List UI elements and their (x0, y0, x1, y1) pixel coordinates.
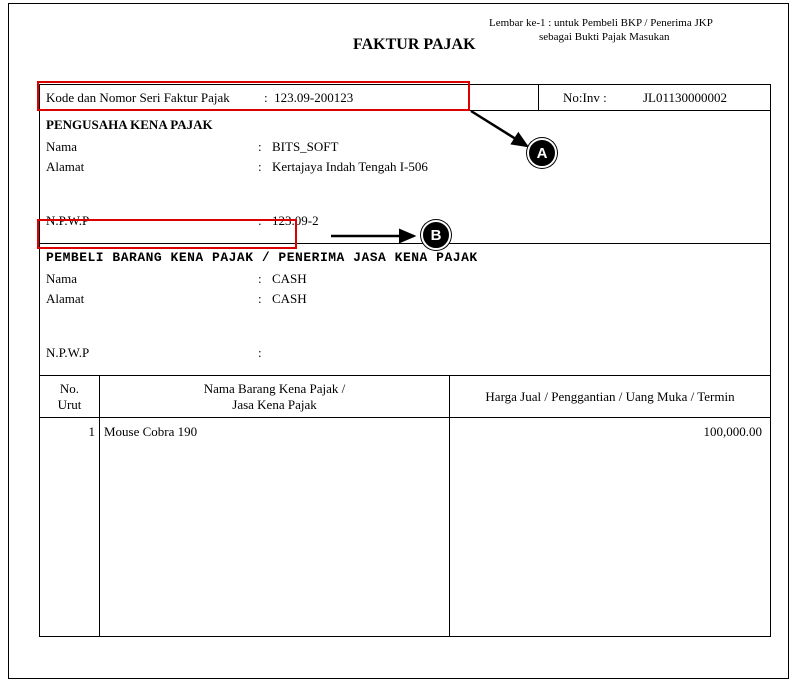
cell-nama: Mouse Cobra 190 (100, 418, 450, 636)
table-body: 1 Mouse Cobra 190 100,000.00 (40, 418, 770, 636)
pembeli-alamat-value: CASH (272, 291, 307, 307)
annotation-badge-a: A (527, 138, 557, 168)
pembeli-npwp-row: N.P.W.P : (46, 345, 764, 361)
colon: : (258, 213, 272, 229)
col-header-harga: Harga Jual / Penggantian / Uang Muka / T… (450, 376, 770, 417)
col-no-l1: No. (60, 381, 79, 397)
pembeli-alamat-label: Alamat (46, 291, 258, 307)
table-header: No. Urut Nama Barang Kena Pajak / Jasa K… (40, 376, 770, 418)
pembeli-heading: PEMBELI BARANG KENA PAJAK / PENERIMA JAS… (46, 250, 764, 265)
pkp-npwp-value: 123.09-2 (272, 213, 319, 229)
invoice-no-cell: No:Inv : JL01130000002 (538, 85, 770, 110)
pembeli-npwp-label: N.P.W.P (46, 345, 258, 361)
col-harga-l: Harga Jual / Penggantian / Uang Muka / T… (485, 389, 734, 405)
pkp-alamat-row: Alamat : Kertajaya Indah Tengah I-506 (46, 159, 764, 175)
pkp-nama-value: BITS_SOFT (272, 139, 338, 155)
annotation-badge-b: B (421, 220, 451, 250)
pembeli-nama-value: CASH (272, 271, 307, 287)
col-header-no: No. Urut (40, 376, 100, 417)
header-note: Lembar ke-1 : untuk Pembeli BKP / Peneri… (489, 16, 713, 45)
pkp-section: PENGUSAHA KENA PAJAK Nama : BITS_SOFT Al… (40, 111, 770, 244)
cell-no: 1 (40, 418, 100, 636)
pkp-npwp-label: N.P.W.P (46, 213, 258, 229)
invoice-no-label: No:Inv : (539, 90, 643, 106)
col-no-l2: Urut (58, 397, 82, 413)
page-container: Lembar ke-1 : untuk Pembeli BKP / Peneri… (8, 3, 789, 679)
colon: : (258, 159, 272, 175)
pkp-alamat-value: Kertajaya Indah Tengah I-506 (272, 159, 428, 175)
colon: : (258, 139, 272, 155)
serial-colon: : (264, 90, 274, 106)
col-header-barang: Nama Barang Kena Pajak / Jasa Kena Pajak (100, 376, 450, 417)
serial-row: Kode dan Nomor Seri Faktur Pajak : 123.0… (40, 85, 770, 111)
pkp-alamat-label: Alamat (46, 159, 258, 175)
pkp-npwp-row: N.P.W.P : 123.09-2 (46, 213, 764, 229)
serial-left: Kode dan Nomor Seri Faktur Pajak : 123.0… (40, 90, 538, 106)
pembeli-section: PEMBELI BARANG KENA PAJAK / PENERIMA JAS… (40, 244, 770, 376)
document-title: FAKTUR PAJAK (353, 36, 476, 54)
colon: : (258, 271, 272, 287)
invoice-no-value: JL01130000002 (643, 90, 727, 106)
colon: : (258, 345, 272, 361)
col-barang-l1: Nama Barang Kena Pajak / (204, 381, 346, 397)
col-barang-l2: Jasa Kena Pajak (232, 397, 316, 413)
cell-harga: 100,000.00 (450, 418, 770, 636)
serial-value: 123.09-200123 (274, 90, 353, 106)
pembeli-nama-row: Nama : CASH (46, 271, 764, 287)
pembeli-alamat-row: Alamat : CASH (46, 291, 764, 307)
pkp-nama-row: Nama : BITS_SOFT (46, 139, 764, 155)
header-note-line2: sebagai Bukti Pajak Masukan (489, 30, 713, 44)
serial-label: Kode dan Nomor Seri Faktur Pajak (46, 90, 264, 106)
header-note-line1: Lembar ke-1 : untuk Pembeli BKP / Peneri… (489, 16, 713, 30)
badge-b-label: B (431, 227, 442, 244)
badge-a-label: A (537, 145, 548, 162)
pembeli-nama-label: Nama (46, 271, 258, 287)
pkp-heading: PENGUSAHA KENA PAJAK (46, 117, 764, 133)
invoice-box: Kode dan Nomor Seri Faktur Pajak : 123.0… (39, 84, 771, 637)
pkp-nama-label: Nama (46, 139, 258, 155)
colon: : (258, 291, 272, 307)
